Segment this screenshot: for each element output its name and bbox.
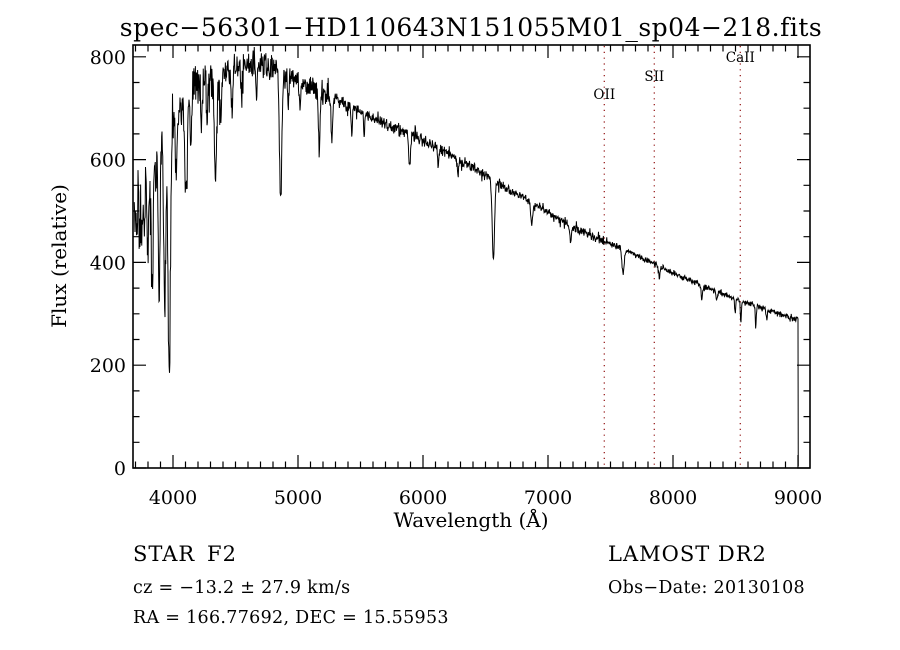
object-subclass-label: F2	[207, 542, 237, 566]
x-tick-label: 6000	[399, 487, 447, 509]
line-marker-label: CaII	[726, 50, 755, 66]
x-tick-label: 7000	[524, 487, 572, 509]
y-tick-label: 0	[114, 458, 126, 480]
spectrum-curve	[133, 47, 799, 466]
cz-label: cz = −13.2 ± 27.9 km/s	[133, 578, 350, 598]
x-tick-label: 5000	[274, 487, 322, 509]
obs-date-label: Obs−Date: 20130108	[608, 578, 805, 598]
x-tick-label: 8000	[649, 487, 697, 509]
plot-frame	[132, 44, 811, 469]
object-class-label: STAR	[133, 542, 195, 566]
y-axis-label: Flux (relative)	[47, 184, 71, 328]
y-tick-label: 400	[90, 252, 126, 274]
survey-label: LAMOST DR2	[608, 542, 767, 566]
x-tick-label: 9000	[774, 487, 822, 509]
x-tick-label: 4000	[149, 487, 197, 509]
y-tick-label: 600	[90, 150, 126, 172]
line-marker-label: OII	[593, 87, 615, 103]
plot-title: spec−56301−HD110643N151055M01_sp04−218.f…	[120, 13, 822, 42]
y-tick-label: 200	[90, 355, 126, 377]
ra-dec-label: RA = 166.77692, DEC = 15.55953	[133, 608, 449, 628]
axis-tick-labels: 4000 5000 6000 7000 8000 9000 0 200 400 600 800	[90, 47, 822, 509]
y-tick-label: 800	[90, 47, 126, 69]
line-markers: OII SII CaII	[593, 46, 755, 467]
line-marker-label: SII	[644, 69, 664, 85]
axis-ticks	[133, 45, 810, 469]
x-axis-label: Wavelength (Å)	[393, 507, 548, 532]
tick-marks	[133, 45, 810, 469]
